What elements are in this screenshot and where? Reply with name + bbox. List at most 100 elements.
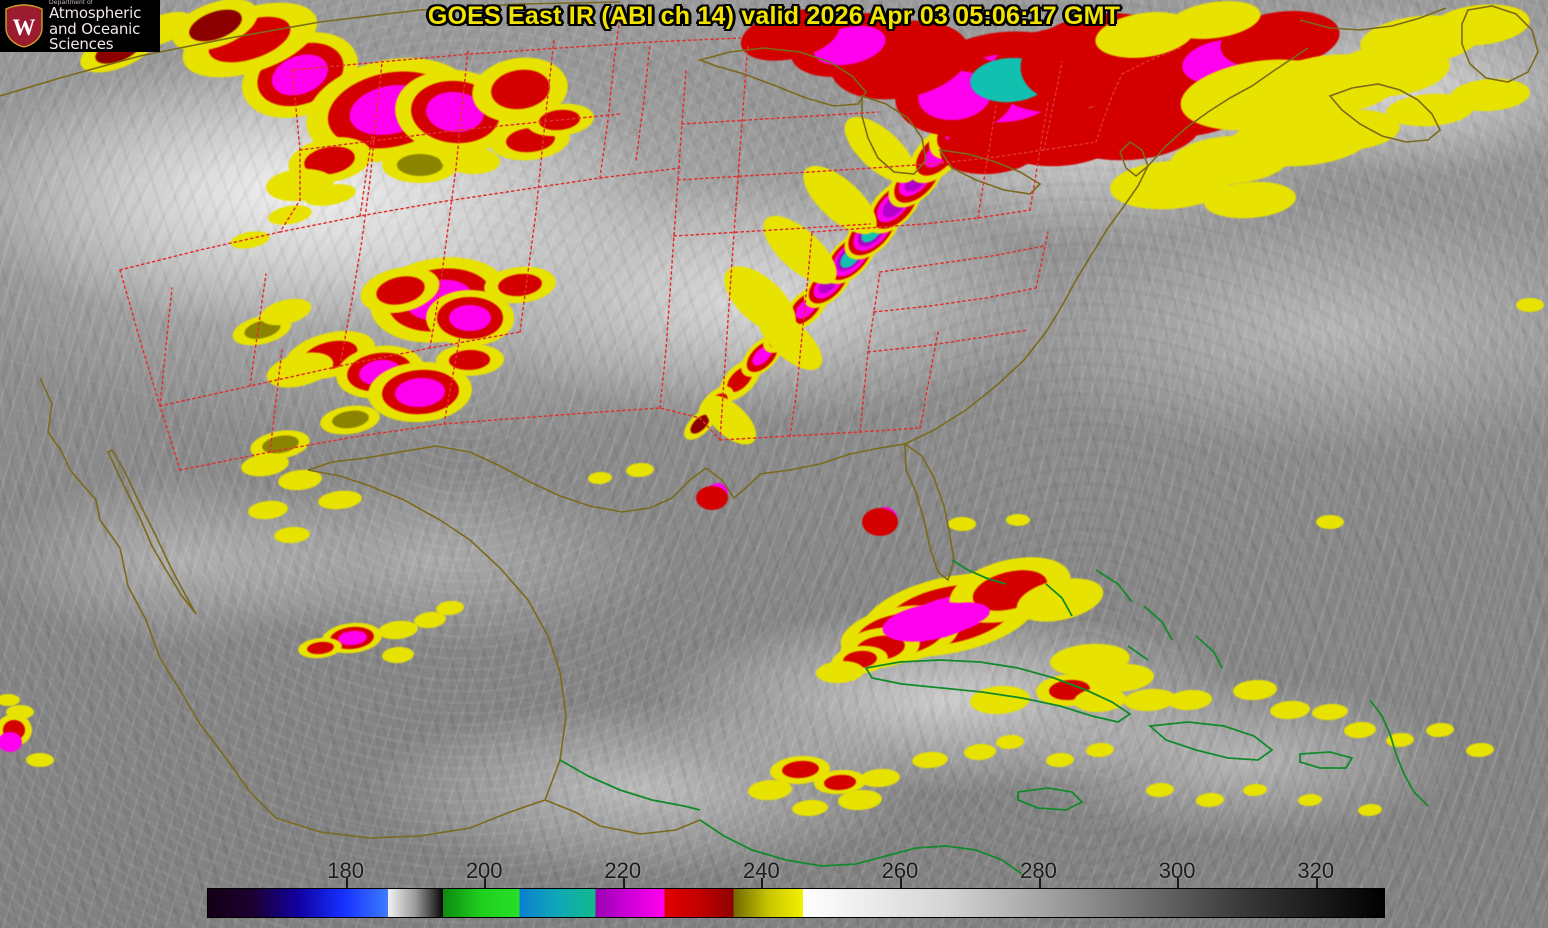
state-border-10 (599, 15, 621, 179)
state-border-21 (789, 231, 813, 437)
coastline-atlantic-southeast (904, 165, 1149, 445)
coastline-baja (106, 448, 197, 615)
coastline-great-lakes-erie-ontario (938, 148, 1042, 195)
coastline-nova-scotia (1328, 83, 1441, 143)
state-border-28 (977, 105, 997, 219)
coastline-bahamas-3 (1143, 605, 1173, 641)
coastline-midatlantic (1119, 140, 1149, 178)
state-border-1 (119, 269, 181, 471)
coastline-pacific-mexico (39, 377, 277, 819)
state-border-36 (159, 287, 173, 407)
convective-cell (396, 154, 444, 176)
convective-cell (448, 304, 492, 332)
convective-cell (1516, 298, 1544, 312)
convective-cell (1006, 514, 1030, 526)
coastline-lesser-antilles (1369, 699, 1429, 807)
state-border-25 (867, 329, 1029, 353)
coastline-gulf-st-lawrence (1299, 7, 1447, 31)
state-border-9 (519, 39, 555, 333)
convective-cell (948, 517, 976, 531)
colorbar (207, 888, 1385, 918)
coastline-great-lakes-superior (697, 47, 868, 107)
state-border-35 (269, 349, 283, 453)
state-border-14 (659, 69, 687, 409)
convective-cell (6, 705, 34, 719)
state-border-8 (429, 49, 469, 349)
coastline-bahamas-2 (1095, 569, 1133, 603)
state-border-33 (359, 135, 373, 217)
convective-cell (26, 753, 54, 767)
coastline-cuba (864, 659, 1132, 723)
state-border-29 (1029, 101, 1049, 211)
logo-department-line: Department of (49, 0, 93, 6)
state-border-15 (719, 43, 749, 441)
colorbar-tick (622, 878, 625, 888)
coastline-newfoundland (1461, 5, 1539, 83)
colorbar-tick (1038, 878, 1041, 888)
colorbar-ticks (207, 878, 1385, 888)
state-border-16 (673, 223, 871, 237)
state-border-11 (635, 43, 651, 161)
coastline-honduras-nicaragua (885, 845, 1023, 875)
uw-aos-logo: W Department of Atmospheric and Oceanic … (0, 0, 160, 52)
state-border-23 (873, 287, 1037, 313)
coastline-puerto-rico (1299, 751, 1354, 769)
state-border-24 (879, 245, 1045, 273)
convective-cell (1316, 515, 1344, 529)
colorbar-gradient (207, 888, 1385, 918)
coastline-great-lakes-michigan-huron (861, 94, 927, 175)
state-border-4 (279, 167, 681, 233)
state-border-20 (719, 427, 921, 441)
state-border-30 (919, 331, 939, 429)
coastline-hispaniola (1147, 721, 1274, 761)
coastline-bahamas-4 (1195, 635, 1223, 669)
state-border-13 (443, 407, 721, 441)
state-border-34 (249, 273, 267, 387)
convective-cell (0, 694, 20, 706)
coastline-yucatan-green (559, 759, 701, 811)
logo-name-line-1: Atmospheric (49, 4, 142, 23)
state-border-18 (681, 111, 879, 125)
svg-text:W: W (13, 15, 36, 40)
state-border-31 (1095, 73, 1123, 143)
coastline-canada-north (0, 1, 621, 97)
convective-cell (0, 732, 22, 752)
state-border-west (119, 69, 301, 271)
logo-name-line-2: and Oceanic Sciences (49, 19, 141, 53)
coastline-jamaica (1017, 787, 1084, 811)
state-border-26 (811, 209, 1031, 233)
state-border-27 (929, 141, 1097, 165)
state-border-2 (159, 331, 521, 407)
coastline-central-america (699, 819, 887, 867)
state-border-19 (735, 149, 741, 207)
colorbar-tick (1315, 878, 1318, 888)
state-border-37 (1035, 231, 1049, 289)
colorbar-tick (345, 878, 348, 888)
coastline-northeast (1147, 47, 1309, 167)
state-border-5 (299, 113, 621, 151)
colorbar-tick (1177, 878, 1180, 888)
state-border-3 (179, 423, 445, 471)
coastline-yucatan (307, 469, 567, 801)
colorbar-tick (899, 878, 902, 888)
state-border-32 (1043, 61, 1063, 151)
state-border-12 (443, 335, 461, 425)
convective-cell (862, 508, 898, 536)
earth-limb-space (0, 0, 300, 330)
coastline-florida-keys-green (951, 559, 1007, 585)
coastline-gulf-mexico-west (275, 799, 701, 839)
colorbar-tick (761, 878, 764, 888)
uw-crest-icon: W (4, 4, 44, 48)
state-border-7 (339, 61, 383, 367)
coastline-bahamas-1 (1045, 583, 1073, 617)
convective-cell (696, 486, 728, 510)
state-border-38 (1121, 47, 1181, 75)
coastline-florida (904, 442, 955, 582)
state-border-17 (677, 163, 931, 181)
coastline-texas-gulf (307, 443, 906, 513)
state-border-6 (291, 37, 741, 71)
colorbar-tick (484, 878, 487, 888)
coastline-bahamas-5 (1127, 645, 1149, 661)
